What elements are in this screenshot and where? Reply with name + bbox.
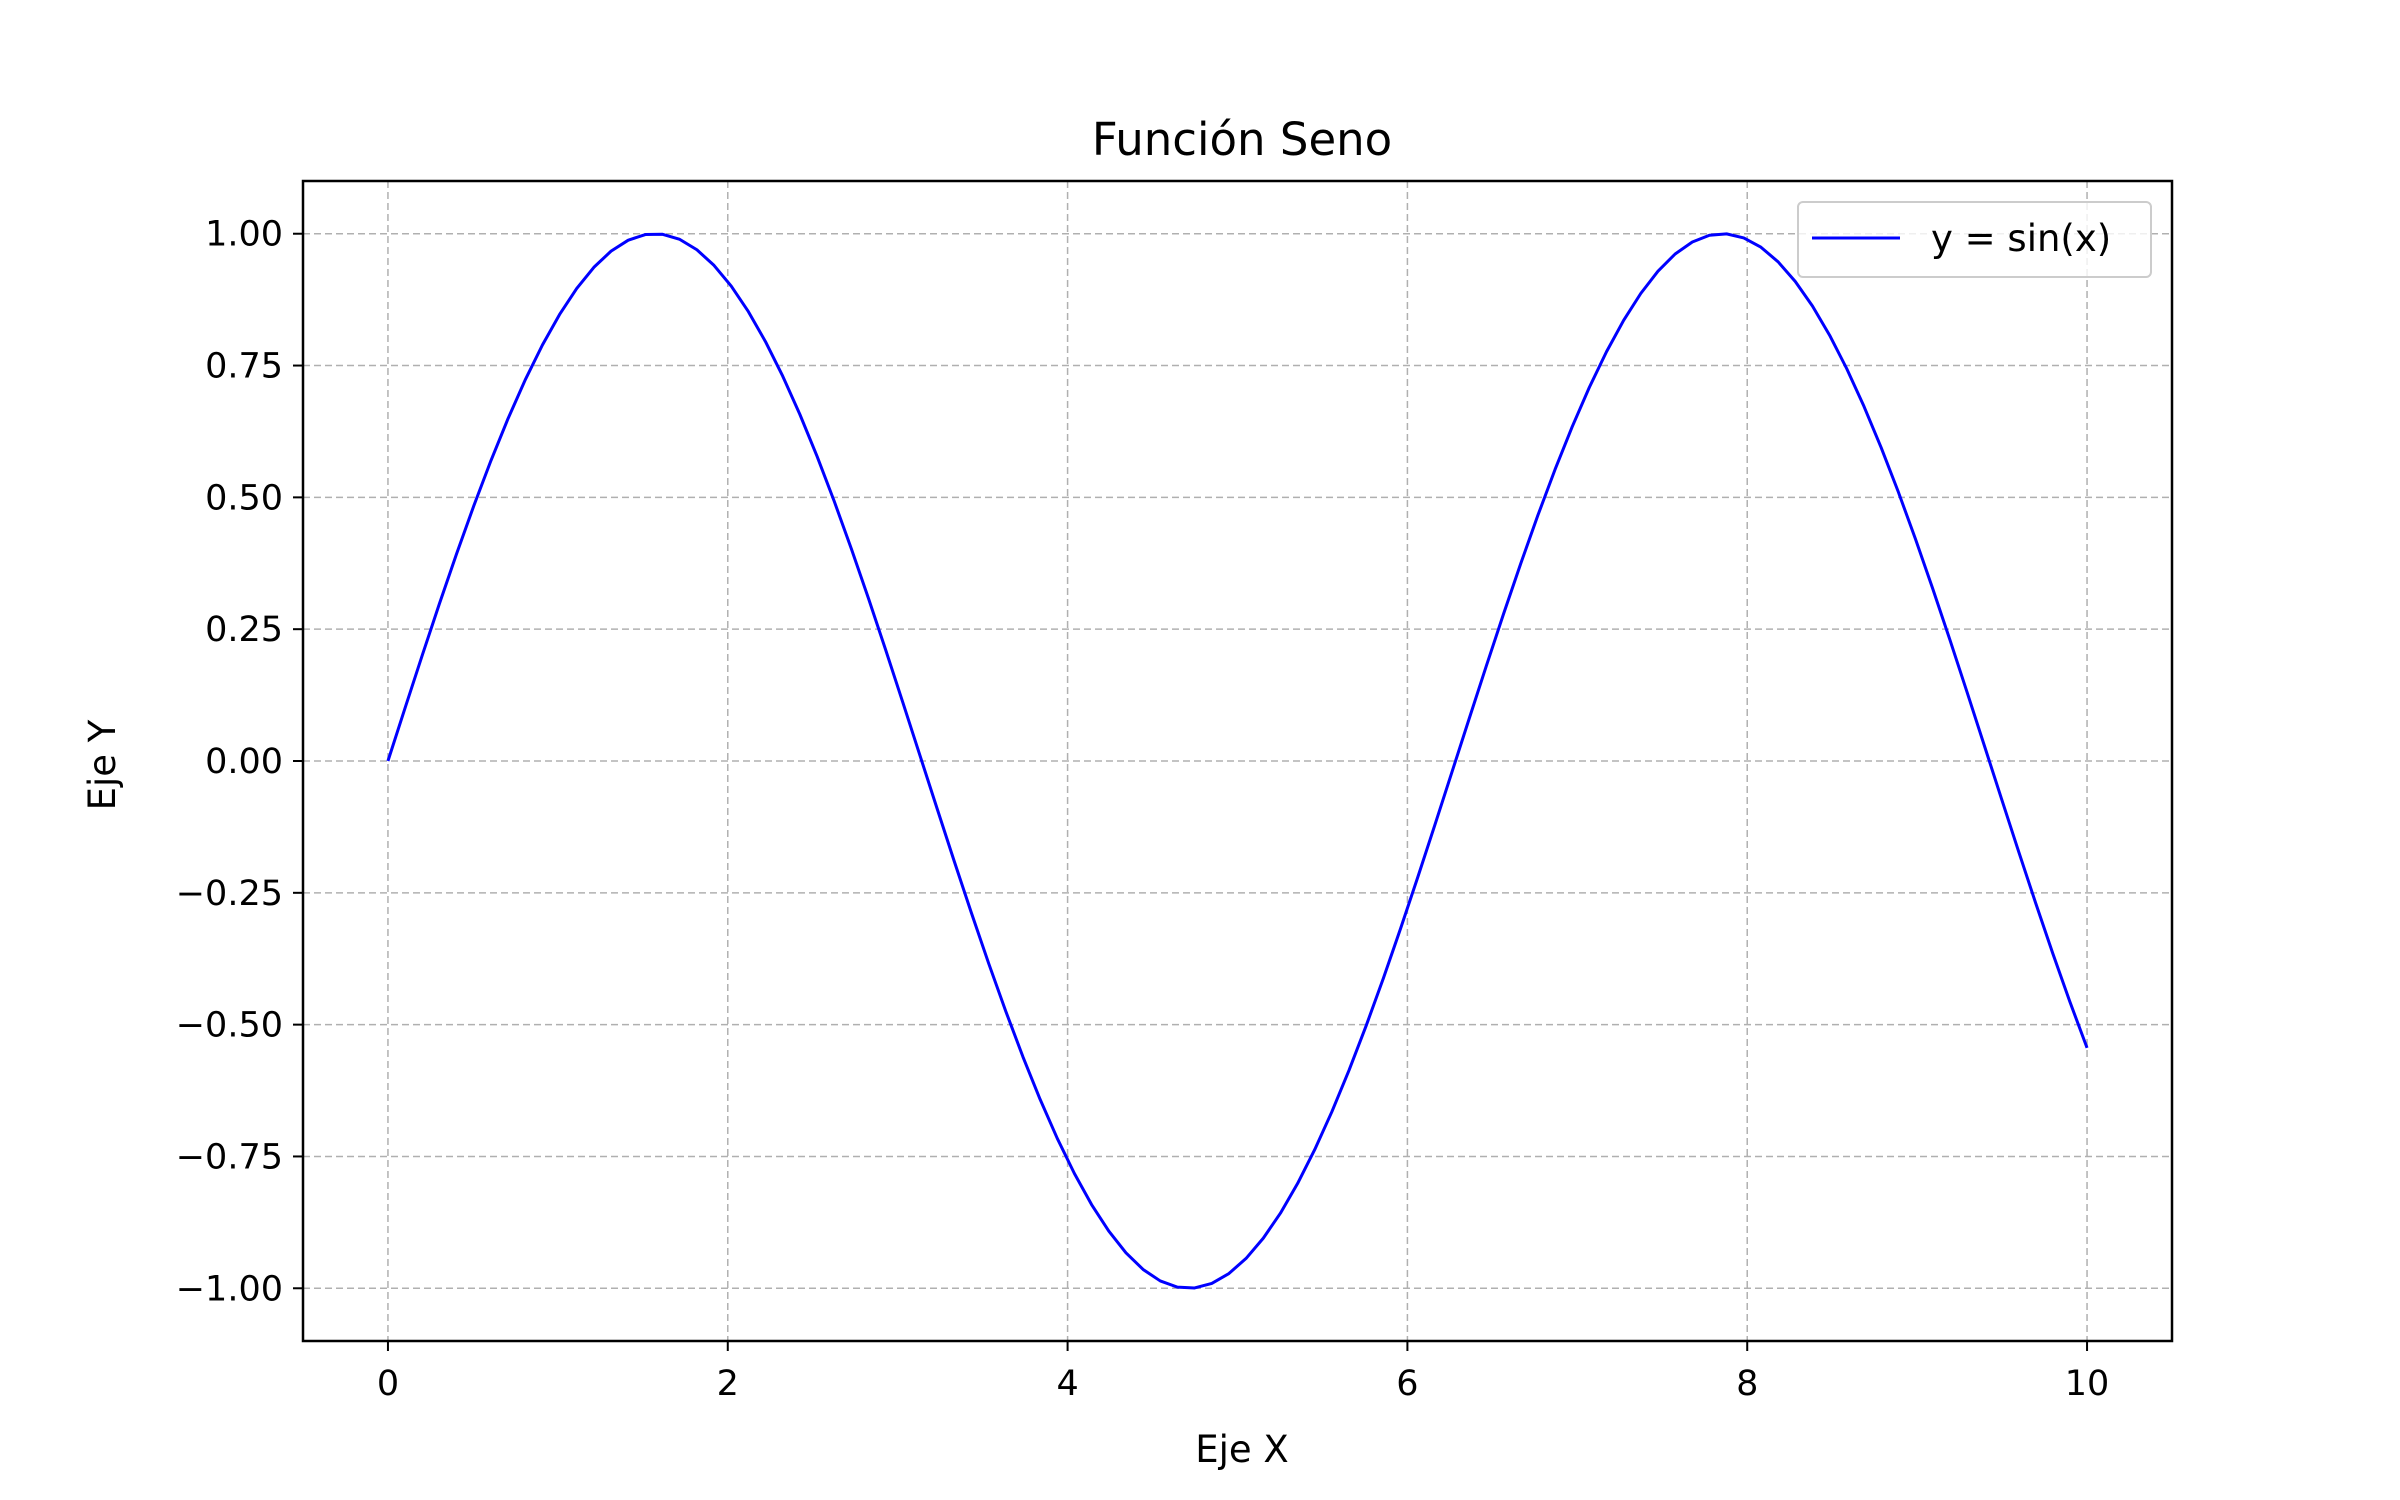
y-tick-label: 0.00 — [205, 742, 283, 782]
x-tick-label: 8 — [1736, 1364, 1758, 1404]
series-line-0 — [386, 232, 2089, 1290]
legend-label: y = sin(x) — [1931, 217, 2111, 260]
x-tick-label: 0 — [377, 1364, 399, 1404]
series-layer — [386, 232, 2089, 1290]
y-tick-label: 0.75 — [205, 347, 283, 387]
y-tick-label: 1.00 — [205, 215, 283, 255]
x-axis-title: Eje X — [1195, 1428, 1289, 1471]
legend: y = sin(x) — [1797, 201, 2152, 278]
y-tick-label: 0.25 — [205, 610, 283, 650]
y-axis-title: Eje Y — [81, 719, 124, 810]
chart-title: Función Seno — [1092, 113, 1392, 166]
y-tick-label: −1.00 — [176, 1269, 283, 1309]
y-tick-label: −0.75 — [176, 1137, 283, 1177]
y-tick-label: −0.25 — [176, 874, 283, 914]
x-tick-label: 10 — [2065, 1364, 2110, 1404]
legend-box — [1797, 201, 2152, 278]
y-tick-label: 0.50 — [205, 478, 283, 518]
ticks-layer: 0 2 4 6 8 10 1.00 0.75 0.50 0.25 0.00 −0.25 −0.50 −0.… — [176, 215, 2110, 1404]
y-tick-label: −0.50 — [176, 1006, 283, 1046]
x-tick-label: 2 — [717, 1364, 739, 1404]
x-tick-label: 6 — [1396, 1364, 1418, 1404]
x-tick-label: 4 — [1056, 1364, 1078, 1404]
